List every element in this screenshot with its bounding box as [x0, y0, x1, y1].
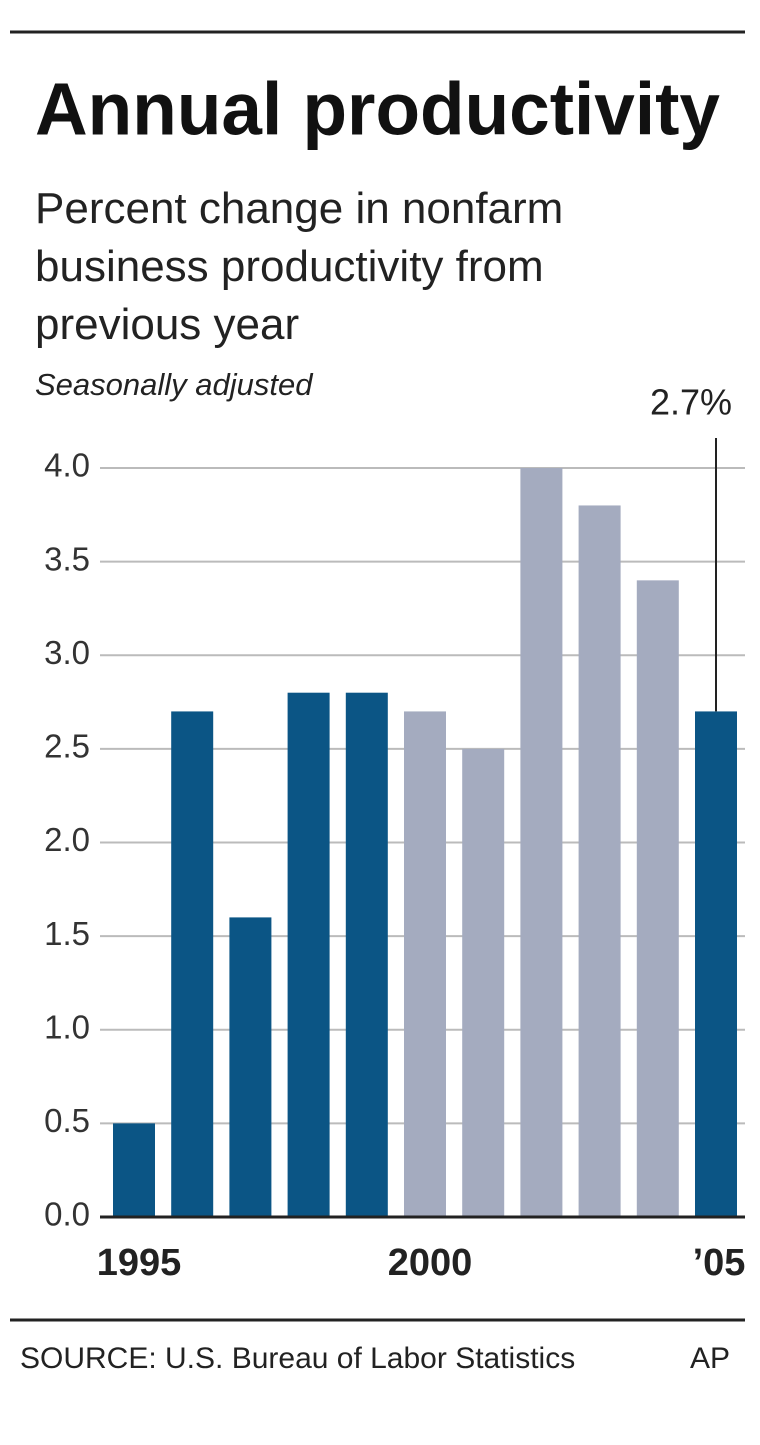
- chart-subtitle: Percent change in nonfarm business produ…: [35, 184, 564, 349]
- y-tick-label: 2.0: [44, 821, 90, 858]
- y-tick-label: 4.0: [44, 447, 90, 484]
- bar: [229, 917, 272, 1217]
- bar: [462, 748, 505, 1217]
- bar: [695, 711, 737, 1217]
- y-tick-label: 0.5: [44, 1102, 90, 1139]
- y-tick-label: 1.0: [44, 1008, 90, 1045]
- x-tick-label: 2000: [388, 1242, 473, 1284]
- bar: [578, 505, 621, 1217]
- y-tick-label: 2.5: [44, 728, 90, 765]
- bar: [520, 468, 563, 1217]
- bar: [113, 1123, 155, 1217]
- y-tick-label: 0.0: [44, 1196, 90, 1233]
- bar: [345, 692, 388, 1217]
- source: SOURCE: U.S. Bureau of Labor Statistics: [20, 1342, 576, 1375]
- bar: [171, 711, 214, 1217]
- bar: [404, 711, 446, 1217]
- y-tick-label: 1.5: [44, 915, 90, 952]
- chart-note: Seasonally adjusted: [35, 367, 314, 402]
- bar: [636, 580, 679, 1217]
- chart-title: Annual productivity: [35, 68, 720, 151]
- y-tick-label: 3.0: [44, 634, 90, 671]
- x-tick-label: ’05: [693, 1242, 746, 1284]
- x-tick-label: 1995: [97, 1242, 182, 1284]
- credit: AP: [689, 1342, 730, 1375]
- y-tick-label: 3.5: [44, 540, 90, 577]
- bar: [287, 692, 330, 1217]
- annotation: 2.7%: [650, 382, 732, 423]
